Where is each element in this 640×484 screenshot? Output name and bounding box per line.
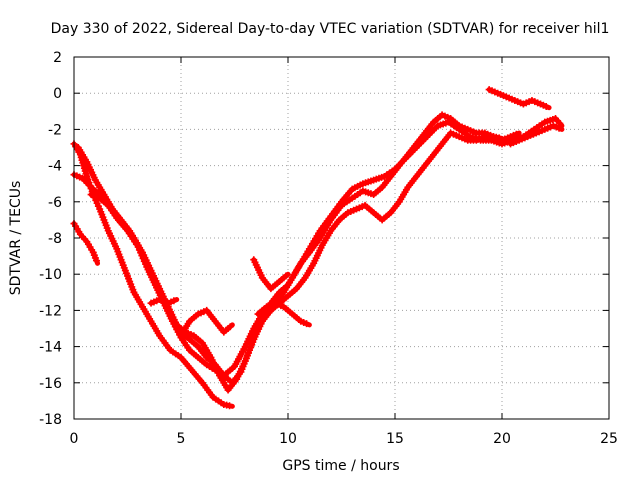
series-track-7 bbox=[177, 306, 235, 340]
series-track-11 bbox=[507, 122, 565, 148]
grid-layer bbox=[74, 57, 609, 419]
y-tick-label: 2 bbox=[53, 50, 62, 66]
series-track-2 bbox=[70, 115, 565, 380]
chart-title: Day 330 of 2022, Sidereal Day-to-day VTE… bbox=[51, 21, 610, 37]
data-point-marker bbox=[555, 124, 563, 132]
series-layer bbox=[70, 86, 565, 410]
y-tick-label: -10 bbox=[39, 267, 62, 283]
series-track-10 bbox=[485, 86, 552, 111]
series-track-6 bbox=[147, 296, 180, 307]
data-point-marker bbox=[226, 323, 234, 331]
series-track-3 bbox=[70, 220, 101, 266]
y-tick-label: -2 bbox=[48, 122, 62, 138]
x-tick-label: 5 bbox=[177, 431, 186, 447]
series-band bbox=[75, 112, 522, 386]
data-point-marker bbox=[542, 102, 550, 110]
y-tick-label: -8 bbox=[48, 231, 62, 247]
y-tick-label: -6 bbox=[48, 195, 62, 211]
x-tick-label: 20 bbox=[493, 431, 511, 447]
x-axis-label: GPS time / hours bbox=[282, 458, 399, 474]
data-point-marker bbox=[92, 257, 100, 265]
y-tick-label: -14 bbox=[39, 340, 62, 356]
x-tick-label: 0 bbox=[70, 431, 79, 447]
x-tick-label: 25 bbox=[600, 431, 618, 447]
y-tick-label: -12 bbox=[39, 303, 62, 319]
y-tick-label: -18 bbox=[39, 412, 62, 428]
y-tick-label: -16 bbox=[39, 376, 62, 392]
x-tick-label: 10 bbox=[279, 431, 297, 447]
data-point-marker bbox=[512, 130, 520, 138]
data-point-marker bbox=[282, 272, 290, 280]
y-tick-label: -4 bbox=[48, 159, 62, 175]
data-point-marker bbox=[495, 134, 503, 142]
series-track-5 bbox=[87, 129, 505, 394]
x-tick-label: 15 bbox=[386, 431, 404, 447]
series-band bbox=[88, 130, 505, 393]
data-point-marker bbox=[170, 297, 178, 305]
data-point-marker bbox=[303, 320, 311, 328]
series-track-8 bbox=[254, 299, 312, 328]
data-point-marker bbox=[226, 402, 234, 410]
y-axis-label: SDTVAR / TECUs bbox=[8, 181, 24, 296]
y-tick-label: 0 bbox=[53, 86, 62, 102]
series-track-9 bbox=[250, 256, 291, 293]
